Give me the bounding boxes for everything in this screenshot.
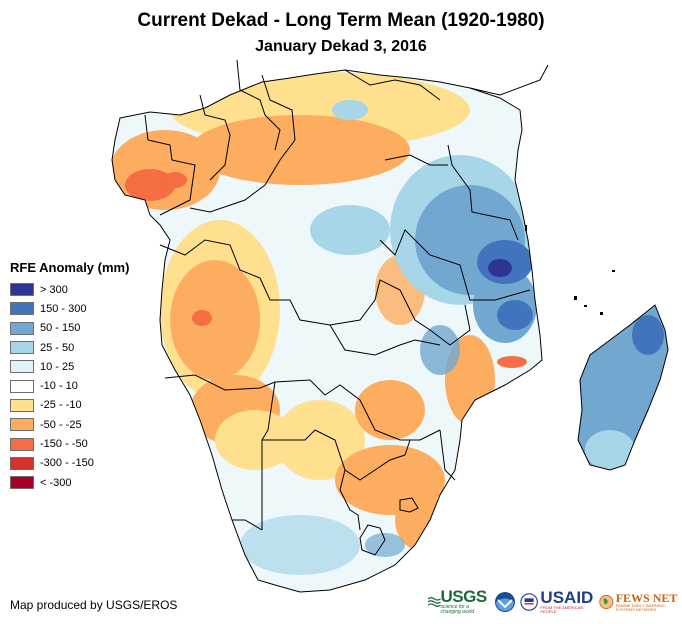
legend-label: -25 - -10 [40, 399, 82, 412]
anomaly-zone-blue-congo-2 [332, 100, 368, 120]
legend-swatch [10, 398, 34, 412]
legend-swatch [10, 283, 34, 297]
anomaly-zone-blue-south [240, 515, 360, 575]
legend-item: -25 - -10 [10, 396, 129, 415]
usgs-wordmark: USGS [440, 587, 488, 606]
anomaly-zone-deepblue-tanzania [488, 259, 512, 277]
anomaly-zone-orange-west [112, 130, 220, 210]
map-title: Current Dekad - Long Term Mean (1920-198… [137, 10, 545, 31]
legend-label: -10 - 10 [40, 380, 78, 393]
legend-swatch [10, 341, 34, 355]
usaid-seal-icon [520, 592, 539, 611]
noaa-emblem-icon [495, 591, 516, 612]
anomaly-zone-blue-malawi [420, 325, 460, 375]
anomaly-zone-darkblue-madagascar [632, 315, 664, 355]
legend-item: -300 - -150 [10, 454, 129, 473]
legend-label: > 300 [40, 283, 68, 296]
legend-label: 150 - 300 [40, 302, 87, 315]
legend-swatch [10, 379, 34, 393]
legend-item: 50 - 150 [10, 319, 129, 338]
anomaly-zone-yellow-namibia [215, 410, 295, 470]
legend-item: -10 - 10 [10, 376, 129, 395]
legend-swatch [10, 418, 34, 432]
mainland-landmass [112, 70, 542, 592]
madagascar-landmass [577, 304, 669, 471]
anomaly-zone-red-west [125, 169, 175, 201]
legend-title: RFE Anomaly (mm) [10, 260, 130, 275]
legend-item: 150 - 300 [10, 299, 129, 318]
island-comoros-2 [584, 305, 587, 307]
anomaly-zone-orange-central [190, 115, 410, 185]
fews-net-logo[interactable]: FEWS NET FAMINE EARLY WARNING SYSTEMS NE… [599, 592, 682, 612]
fews-globe-icon [599, 594, 614, 609]
legend-label: 50 - 150 [40, 322, 81, 335]
legend-swatch [10, 437, 34, 451]
legend-label: < -300 [40, 476, 72, 489]
usgs-wave-icon [428, 596, 441, 607]
partner-logos: USGS science for a changing world USAID … [428, 588, 682, 615]
usaid-tagline: FROM THE AMERICAN PEOPLE [540, 605, 584, 614]
fews-wordmark: FEWS NET [615, 590, 678, 605]
island-seychelles [612, 270, 615, 272]
legend-item: -50 - -25 [10, 415, 129, 434]
map-subtitle: January Dekad 3, 2016 [255, 38, 427, 55]
legend-item: 25 - 50 [10, 338, 129, 357]
anomaly-zone-blue-congo [310, 205, 390, 255]
legend-item: -150 - -50 [10, 434, 129, 453]
usaid-wordmark: USAID [540, 588, 594, 607]
anomaly-zone-red-angola [192, 310, 212, 326]
anomaly-zone-yellow-botswana [275, 400, 365, 480]
legend: RFE Anomaly (mm) > 300 150 - 300 50 - 15… [10, 260, 129, 492]
island-zanzibar [525, 225, 527, 231]
legend-label: 25 - 50 [40, 341, 75, 354]
usgs-tagline: science for a changing world [440, 604, 475, 615]
legend-swatch [10, 360, 34, 374]
islands [525, 225, 615, 315]
legend-item: > 300 [10, 280, 129, 299]
usaid-logo[interactable]: USAID FROM THE AMERICAN PEOPLE [520, 589, 595, 614]
island-comoros [574, 296, 577, 300]
anomaly-zone-darkblue-mozambique [497, 300, 533, 330]
anomaly-zone-orange-angola [170, 260, 260, 380]
legend-swatch [10, 321, 34, 335]
fews-tagline: FAMINE EARLY WARNING SYSTEMS NETWORK [615, 602, 665, 612]
legend-label: -150 - -50 [40, 438, 88, 451]
country-borders [111, 59, 549, 593]
legend-label: 10 - 25 [40, 360, 75, 373]
legend-label: -50 - -25 [40, 418, 82, 431]
island-mayotte [600, 312, 603, 315]
map-credit: Map produced by USGS/EROS [10, 598, 178, 612]
legend-swatch [10, 456, 34, 470]
legend-item: 10 - 25 [10, 357, 129, 376]
usgs-logo[interactable]: USGS science for a changing world [428, 588, 490, 615]
anomaly-zone-red-west-2 [163, 172, 187, 188]
anomaly-zone-red-mozambique [497, 356, 527, 368]
legend-swatch [10, 476, 34, 490]
legend-item: < -300 [10, 473, 129, 492]
legend-label: -300 - -150 [40, 457, 94, 470]
noaa-logo[interactable] [494, 591, 516, 613]
legend-swatch [10, 302, 34, 316]
anomaly-zone-blue-lesotho [365, 533, 405, 557]
anomaly-zone-light-madagascar [585, 430, 635, 470]
